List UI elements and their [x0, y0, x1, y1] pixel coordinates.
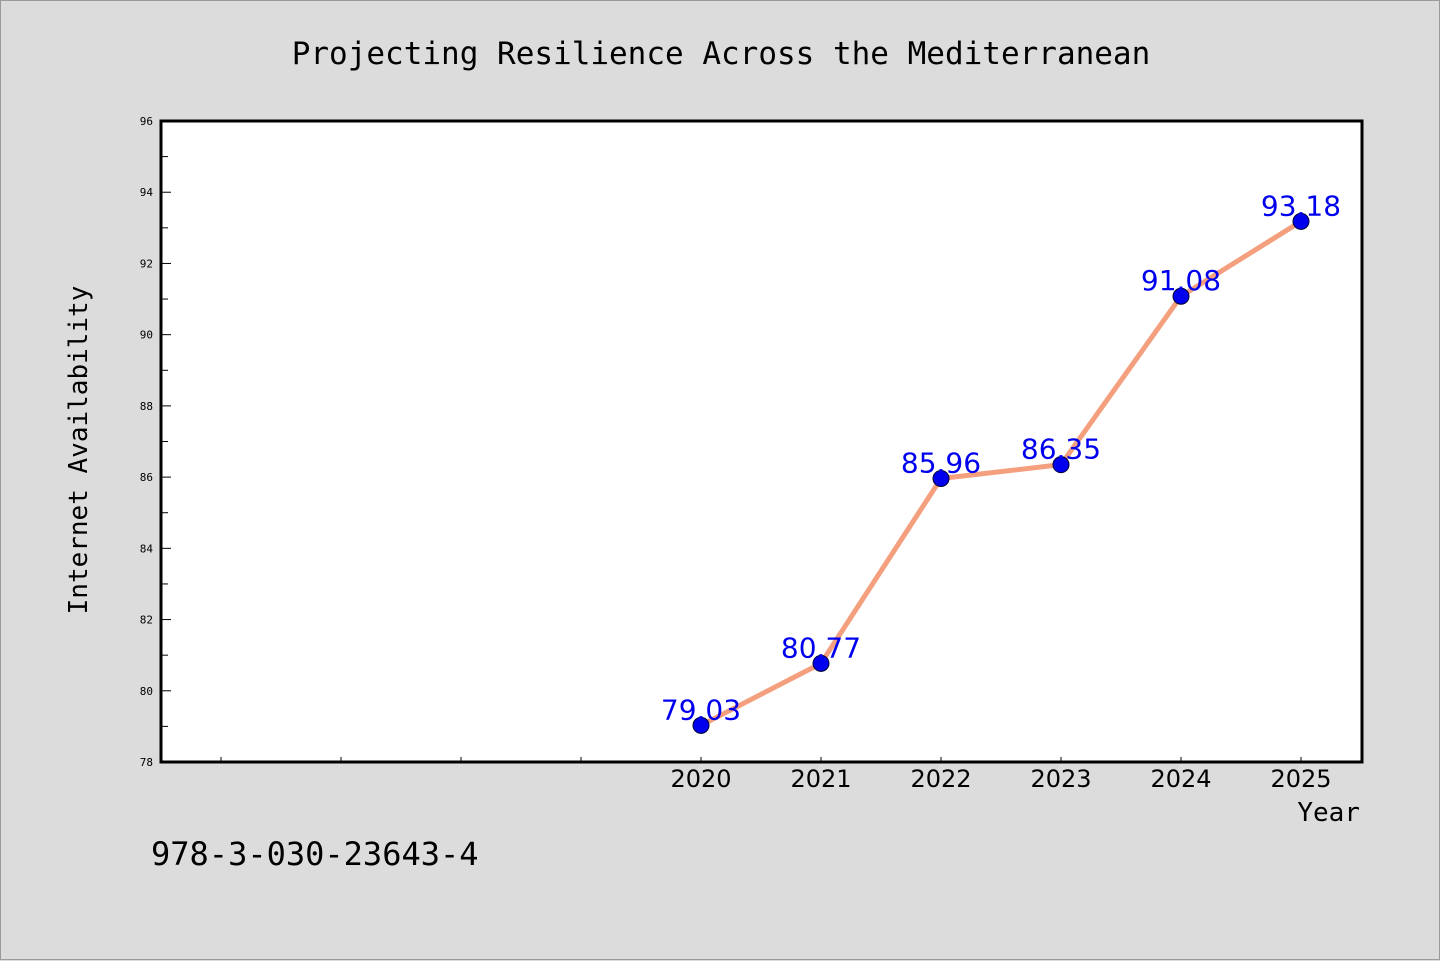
y-tick-label: 90 — [140, 329, 153, 342]
y-tick-label: 96 — [140, 115, 153, 128]
y-axis-label: Internet Availability — [64, 286, 94, 615]
data-point — [1292, 212, 1310, 230]
data-label: 91.08 — [1141, 264, 1221, 297]
isbn-text: 978-3-030-23643-4 — [151, 835, 479, 873]
y-tick-label: 92 — [140, 257, 153, 270]
data-label: 80.77 — [781, 631, 861, 664]
y-tick-label: 82 — [140, 614, 153, 627]
x-tick-label: 2023 — [1030, 765, 1091, 793]
x-tick-label: 2020 — [670, 765, 731, 793]
data-point — [692, 716, 710, 734]
x-axis: 2020 2021 2022 2023 2024 2025 — [220, 757, 1332, 793]
data-point — [932, 470, 950, 488]
data-point — [812, 654, 830, 672]
data-label: 85.96 — [901, 447, 981, 480]
x-tick-label: 2022 — [910, 765, 971, 793]
data-label: 86.35 — [1021, 433, 1101, 466]
series-line — [692, 212, 1310, 734]
y-tick-label: 78 — [140, 756, 153, 769]
plot-area — [159, 119, 1364, 764]
data-label: 79.03 — [661, 693, 741, 726]
chart-title: Projecting Resilience Across the Mediter… — [292, 36, 1151, 72]
data-point — [1052, 456, 1070, 474]
data-point — [1172, 287, 1190, 305]
x-tick-label: 2024 — [1150, 765, 1211, 793]
data-label: 93.18 — [1261, 189, 1341, 222]
x-tick-label: 2025 — [1270, 765, 1331, 793]
data-labels: 79.03 80.77 85.96 86.35 91.08 93.18 — [661, 189, 1341, 726]
y-tick-label: 86 — [140, 471, 153, 484]
x-tick-label: 2021 — [790, 765, 851, 793]
y-tick-label: 88 — [140, 400, 153, 413]
y-axis: 78 80 82 84 86 88 90 92 94 96 — [140, 115, 171, 769]
y-tick-label: 80 — [140, 685, 153, 698]
y-tick-label: 94 — [140, 186, 154, 199]
y-tick-label: 84 — [140, 542, 154, 555]
x-axis-label: Year — [1297, 798, 1360, 828]
series-path — [699, 219, 1303, 728]
